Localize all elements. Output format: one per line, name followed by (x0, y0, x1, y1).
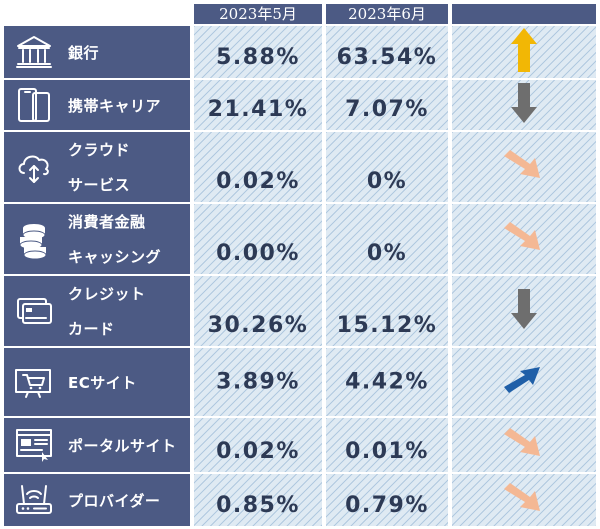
value-cell-may: 0.00% (194, 204, 322, 274)
value-cell-june: 7.07% (326, 80, 448, 130)
row-label-line: 携帯キャリア (68, 96, 162, 115)
trend-cell (452, 132, 596, 202)
value-june: 15.12% (336, 313, 438, 338)
row-label-line: 消費者金融 (68, 213, 146, 231)
value-may: 3.89% (216, 369, 300, 395)
value-cell-june: 63.54% (326, 26, 448, 78)
header-june: 2023年6月 (326, 4, 448, 24)
value-june: 0% (366, 169, 408, 194)
trend-cell (452, 26, 596, 78)
value-may: 0.85% (216, 493, 300, 518)
coin-stack-icon (14, 219, 54, 260)
bank-icon (14, 32, 54, 72)
value-cell-may: 0.02% (194, 132, 322, 202)
value-may: 0.02% (216, 169, 300, 194)
shopping-cart-icon (14, 362, 54, 402)
row-label-line: カード (68, 320, 115, 338)
row-label-line: ECサイト (68, 373, 137, 392)
trend-cell (452, 418, 596, 472)
value-cell-may: 0.02% (194, 418, 322, 472)
row-label: 消費者金融キャッシング (68, 204, 161, 274)
value-cell-june: 0% (326, 204, 448, 274)
value-may: 0.02% (216, 439, 300, 464)
row-label-line: クレジット (68, 285, 146, 303)
value-may: 5.88% (216, 45, 300, 70)
trend-cell (452, 204, 596, 274)
value-cell-may: 5.88% (194, 26, 322, 78)
row-label: 銀行 (68, 26, 99, 78)
trend-arrow-down-right-icon (504, 150, 544, 184)
value-cell-may: 3.89% (194, 348, 322, 416)
row-label-line: プロバイダー (68, 491, 161, 510)
header-may: 2023年5月 (194, 4, 322, 24)
trend-arrow-down-icon (511, 83, 537, 127)
value-cell-june: 0.01% (326, 418, 448, 472)
row-label: クラウド サービス (68, 132, 130, 202)
value-may: 0.00% (216, 241, 300, 266)
row-label-cell: クレジット カード (4, 276, 190, 346)
row-label-cell: 銀行 (4, 26, 190, 78)
row-label: ポータルサイト (68, 418, 177, 472)
trend-arrow-down-right-icon (504, 483, 544, 517)
trend-arrow-up-right-icon (504, 365, 544, 399)
row-label-line: キャッシング (68, 248, 162, 266)
trend-arrow-up-icon (511, 28, 537, 76)
value-june: 7.07% (345, 97, 429, 122)
value-june: 0.79% (345, 493, 429, 518)
row-label-cell: ポータルサイト (4, 418, 190, 472)
value-june: 63.54% (336, 45, 438, 70)
value-cell-may: 30.26% (194, 276, 322, 346)
web-portal-icon (14, 425, 54, 465)
row-label-line: サービス (68, 176, 131, 194)
mobile-phone-icon (14, 85, 54, 125)
value-cell-june: 15.12% (326, 276, 448, 346)
value-cell-june: 0.79% (326, 474, 448, 526)
trend-cell (452, 80, 596, 130)
row-label-cell: 携帯キャリア (4, 80, 190, 130)
row-label-line: ポータルサイト (68, 436, 177, 455)
cloud-icon (14, 147, 54, 187)
row-label-cell: クラウド サービス (4, 132, 190, 202)
credit-card-icon (14, 291, 54, 331)
trend-cell (452, 474, 596, 526)
router-icon (14, 480, 54, 520)
row-label-cell: プロバイダー (4, 474, 190, 526)
row-label-line: 銀行 (68, 43, 100, 62)
row-label-cell: ECサイト (4, 348, 190, 416)
value-cell-june: 0% (326, 132, 448, 202)
trend-arrow-down-right-icon (504, 222, 544, 256)
value-june: 0% (366, 241, 408, 266)
value-june: 0.01% (345, 439, 429, 464)
row-label: ECサイト (68, 348, 137, 416)
value-may: 21.41% (207, 97, 309, 122)
row-label: クレジット カード (68, 276, 146, 346)
value-cell-may: 21.41% (194, 80, 322, 130)
trend-arrow-down-icon (511, 289, 537, 333)
trend-arrow-down-right-icon (504, 428, 544, 462)
value-june: 4.42% (345, 369, 429, 395)
row-label-cell: 消費者金融キャッシング (4, 204, 190, 274)
row-label-line: クラウド (68, 141, 131, 159)
value-may: 30.26% (207, 313, 309, 338)
trend-cell (452, 348, 596, 416)
row-label: 携帯キャリア (68, 80, 161, 130)
value-cell-may: 0.85% (194, 474, 322, 526)
trend-cell (452, 276, 596, 346)
value-cell-june: 4.42% (326, 348, 448, 416)
row-label: プロバイダー (68, 474, 160, 526)
header-trend (452, 4, 596, 24)
